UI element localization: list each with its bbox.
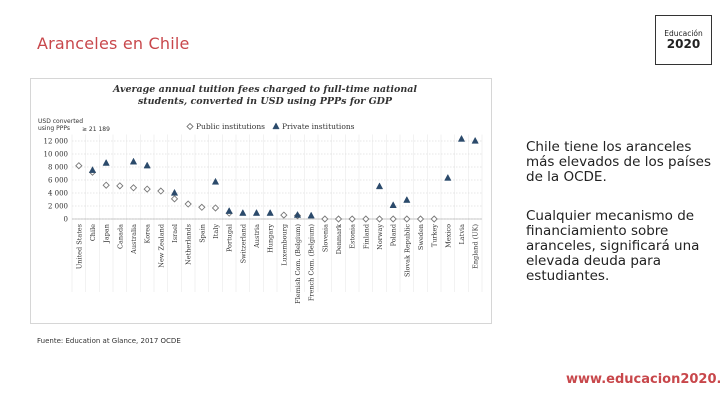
x-tick-label: Sweden: [417, 224, 425, 250]
x-tick-label: United States: [75, 224, 83, 269]
x-tick-label: Israel: [171, 224, 179, 243]
source: Fuente: Education at Glance, 2017 OCDE: [37, 337, 181, 345]
private-marker: [307, 211, 315, 219]
logo: Educación 2020: [655, 15, 712, 65]
public-marker: [375, 215, 384, 223]
public-marker: [280, 211, 288, 219]
x-tick-label: Poland: [390, 224, 398, 246]
logo-number: 2020: [666, 37, 701, 51]
private-marker: [457, 134, 466, 142]
x-tick-label: Netherlands: [185, 224, 193, 265]
y-tick-label: 4 000: [48, 190, 68, 198]
y-tick-label: 12 000: [44, 138, 69, 146]
private-marker: [129, 157, 138, 165]
private-marker: [375, 182, 384, 190]
public-marker: [389, 215, 397, 223]
chart-frame: [30, 78, 492, 324]
private-marker: [102, 158, 110, 166]
x-tick-label: Hungary: [267, 224, 275, 253]
x-tick-label: Switzerland: [239, 224, 247, 263]
logo-text: Educación: [664, 29, 703, 38]
x-tick-label: Luxembourg: [280, 224, 288, 266]
x-tick-label: Flemish Com. (Belgium): [294, 224, 302, 304]
private-marker: [272, 122, 280, 130]
x-tick-label: Mexico: [444, 224, 452, 248]
x-tick-label: Finland: [362, 224, 370, 249]
private-marker: [444, 173, 452, 181]
private-marker: [225, 207, 233, 214]
private-marker: [403, 196, 411, 203]
x-tick-label: Portugal: [226, 224, 234, 252]
x-tick-label: Australia: [130, 224, 138, 255]
private-marker: [211, 177, 220, 185]
legend-label: Private institutions: [282, 122, 355, 131]
x-tick-label: Spain: [198, 224, 206, 243]
x-tick-label: Korea: [144, 224, 152, 244]
x-tick-label: Norway: [376, 224, 384, 250]
public-marker: [321, 215, 329, 223]
x-tick-label: Italy: [212, 224, 220, 239]
body-text: Cualquier mecanismo de financiamiento so…: [526, 208, 700, 284]
public-marker: [362, 215, 370, 223]
private-marker: [88, 166, 97, 173]
public-marker: [116, 182, 124, 190]
private-marker: [471, 136, 479, 144]
public-marker: [157, 187, 165, 195]
x-tick-label: New Zealand: [157, 224, 165, 268]
public-marker: [334, 215, 343, 223]
x-tick-label: Japan: [103, 224, 111, 244]
annotation: ≥ 21 189: [82, 126, 110, 133]
private-marker: [293, 210, 302, 218]
x-tick-label: England (UK): [472, 224, 480, 269]
x-tick-label: Austria: [253, 224, 261, 249]
x-tick-label: Estonia: [349, 224, 357, 249]
x-tick-label: Turkey: [431, 224, 439, 247]
public-marker: [416, 215, 425, 223]
private-marker: [252, 209, 261, 216]
x-tick-label: Chile: [89, 224, 97, 241]
public-marker: [143, 185, 151, 193]
body-text: Chile tiene los aranceles más elevados d…: [526, 139, 711, 185]
x-tick-label: French Com. (Belgium): [308, 224, 316, 302]
private-marker: [239, 209, 247, 216]
y-tick-label: 0: [64, 216, 68, 224]
slide-title: Aranceles en Chile: [37, 34, 190, 53]
x-tick-label: Slovak Republic: [403, 224, 411, 277]
private-marker: [266, 209, 274, 216]
public-marker: [198, 203, 206, 211]
public-marker: [186, 122, 194, 131]
y-tick-label: 6 000: [48, 177, 68, 185]
public-marker: [184, 200, 192, 208]
public-marker: [430, 215, 438, 223]
public-marker: [75, 162, 83, 170]
x-tick-label: Denmark: [335, 224, 343, 254]
public-marker: [129, 184, 138, 192]
public-marker: [102, 181, 110, 189]
private-marker: [170, 188, 179, 196]
private-marker: [389, 201, 397, 208]
y-axis-label: USD converted using PPPs: [38, 118, 84, 132]
chart-title: Average annual tuition fees charged to f…: [112, 84, 418, 107]
x-tick-label: Canada: [116, 224, 124, 249]
x-tick-label: Slovenia: [321, 224, 329, 252]
url: www.educacion2020.cl: [566, 372, 720, 387]
x-tick-label: Latvia: [458, 224, 466, 245]
public-marker: [403, 215, 411, 223]
legend-label: Public institutions: [196, 122, 265, 131]
public-marker: [170, 195, 179, 203]
y-tick-label: 2 000: [48, 203, 68, 211]
public-marker: [348, 215, 356, 223]
y-tick-label: 8 000: [48, 164, 68, 172]
private-marker: [143, 161, 151, 169]
y-tick-label: 10 000: [44, 151, 69, 159]
public-marker: [211, 204, 220, 212]
